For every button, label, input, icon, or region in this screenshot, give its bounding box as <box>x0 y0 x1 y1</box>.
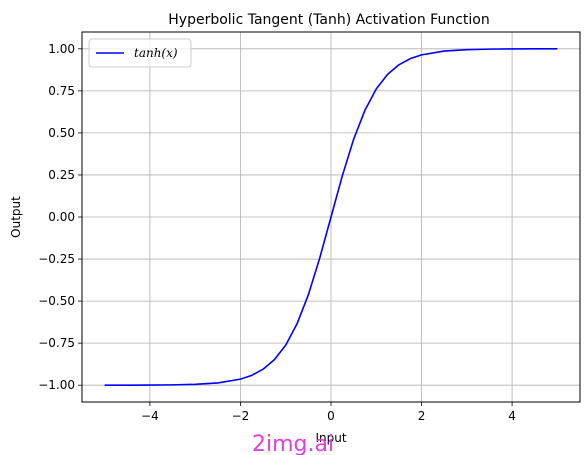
x-tick-label: 0 <box>327 409 335 423</box>
legend-box <box>88 38 192 68</box>
legend-label-tanh: tanh(x) <box>134 46 178 60</box>
x-tick-label: 2 <box>418 409 426 423</box>
y-tick-label: −0.50 <box>38 294 75 308</box>
y-tick-label: −0.75 <box>38 336 75 350</box>
y-tick-label: 0.50 <box>48 126 75 140</box>
watermark-text: 2img.ai <box>252 432 334 455</box>
series-line-tanh <box>104 48 558 386</box>
x-tick-label: −4 <box>141 409 159 423</box>
x-tick-label: −2 <box>232 409 250 423</box>
x-axis-label: Input <box>315 431 346 445</box>
y-tick-label: −1.00 <box>38 378 75 392</box>
y-tick-label: −0.25 <box>38 252 75 266</box>
y-axis-label: Output <box>9 196 23 238</box>
chart-title: Hyperbolic Tangent (Tanh) Activation Fun… <box>168 12 489 28</box>
x-tick-label: 4 <box>508 409 516 423</box>
y-axis: −1.00 −0.75 −0.50 −0.25 0.00 0.25 0.50 0.75 1.00 <box>38 42 82 392</box>
legend: tanh(x) <box>88 38 192 68</box>
series-layer <box>104 48 558 386</box>
y-tick-label: 0.25 <box>48 168 75 182</box>
x-axis: −4 −2 0 2 4 <box>141 402 516 423</box>
y-tick-label: 0.00 <box>48 210 75 224</box>
y-tick-label: 0.75 <box>48 84 75 98</box>
y-tick-label: 1.00 <box>48 42 75 56</box>
